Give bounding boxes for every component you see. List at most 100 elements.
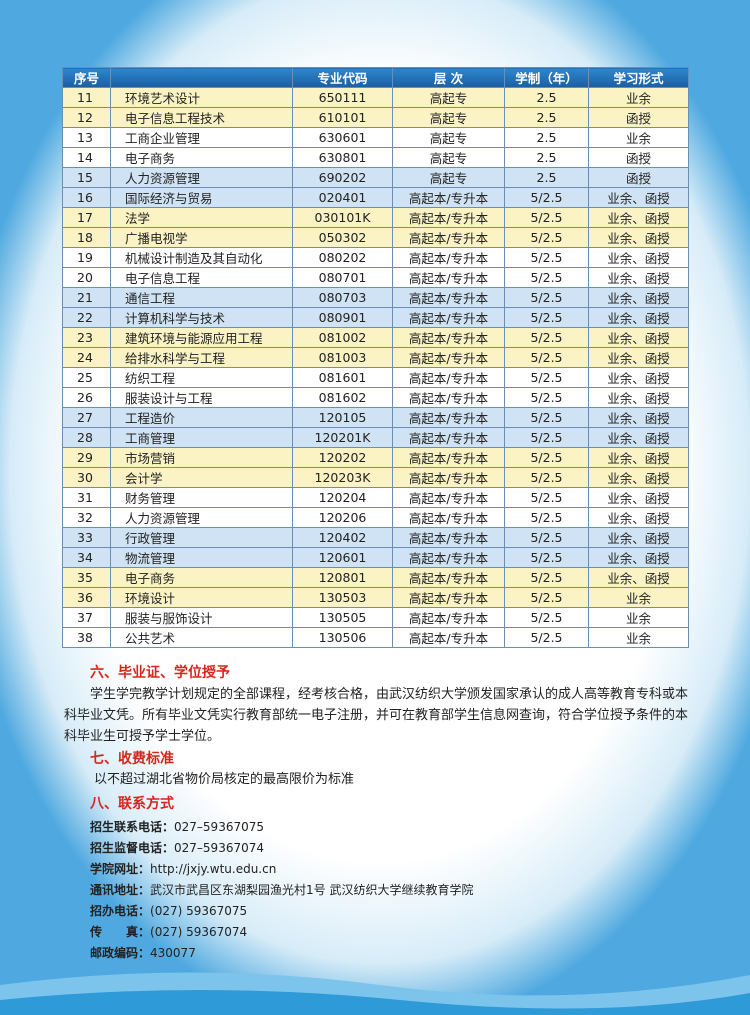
table-cell: 35 xyxy=(62,567,111,588)
table-cell: 工程造价 xyxy=(110,407,293,428)
table-cell: 5/2.5 xyxy=(504,407,589,428)
table-cell: 高起专 xyxy=(392,107,505,128)
table-cell: 5/2.5 xyxy=(504,327,589,348)
table-cell: 高起本/专升本 xyxy=(392,467,505,488)
table-cell: 24 xyxy=(62,347,111,368)
table-cell: 27 xyxy=(62,407,111,428)
table-row: 11 环境艺术设计 650111 高起专 2.5 业余 xyxy=(62,87,689,108)
table-cell: 20 xyxy=(62,267,111,288)
table-cell: 高起专 xyxy=(392,147,505,168)
table-cell: 080701 xyxy=(292,267,393,288)
table-cell: 5/2.5 xyxy=(504,607,589,628)
table-cell: 2.5 xyxy=(504,87,589,108)
table-cell: 080901 xyxy=(292,307,393,328)
table-row: 13 工商企业管理 630601 高起专 2.5 业余 xyxy=(62,127,689,148)
table-cell: 5/2.5 xyxy=(504,247,589,268)
table-cell: 5/2.5 xyxy=(504,427,589,448)
table-cell: 纺织工程 xyxy=(110,367,293,388)
header-cell: 序号 xyxy=(62,67,111,88)
table-cell: 081002 xyxy=(292,327,393,348)
header-cell: 专业代码 xyxy=(292,67,393,88)
table-row: 34 物流管理 120601 高起本/专升本 5/2.5 业余、函授 xyxy=(62,547,689,568)
table-cell: 高起专 xyxy=(392,127,505,148)
header-cell: 层 次 xyxy=(392,67,505,88)
table-cell: 高起本/专升本 xyxy=(392,447,505,468)
table-cell: 26 xyxy=(62,387,111,408)
table-cell: 5/2.5 xyxy=(504,507,589,528)
table-row: 12 电子信息工程技术 610101 高起专 2.5 函授 xyxy=(62,107,689,128)
contact-line: 通讯地址：武汉市武昌区东湖梨园渔光村1号 武汉纺织大学继续教育学院 xyxy=(90,881,473,898)
table-row: 35 电子商务 120801 高起本/专升本 5/2.5 业余、函授 xyxy=(62,567,689,588)
table-cell: 5/2.5 xyxy=(504,227,589,248)
section-title: 七、收费标准 xyxy=(90,751,174,767)
table-cell: 环境艺术设计 xyxy=(110,87,293,108)
table-cell: 法学 xyxy=(110,207,293,228)
table-cell: 业余 xyxy=(588,627,689,648)
table-cell: 15 xyxy=(62,167,111,188)
table-cell: 120206 xyxy=(292,507,393,528)
table-cell: 业余、函授 xyxy=(588,227,689,248)
table-cell: 人力资源管理 xyxy=(110,507,293,528)
table-row: 21 通信工程 080703 高起本/专升本 5/2.5 业余、函授 xyxy=(62,287,689,308)
table-cell: 工商管理 xyxy=(110,427,293,448)
table-cell: 5/2.5 xyxy=(504,307,589,328)
table-cell: 业余、函授 xyxy=(588,467,689,488)
table-cell: 业余、函授 xyxy=(588,367,689,388)
table-cell: 广播电视学 xyxy=(110,227,293,248)
table-cell: 130503 xyxy=(292,587,393,608)
table-cell: 5/2.5 xyxy=(504,367,589,388)
table-cell: 2.5 xyxy=(504,147,589,168)
table-cell: 5/2.5 xyxy=(504,527,589,548)
table-cell: 高起本/专升本 xyxy=(392,487,505,508)
table-cell: 2.5 xyxy=(504,127,589,148)
table-cell: 业余、函授 xyxy=(588,287,689,308)
table-cell: 130505 xyxy=(292,607,393,628)
contact-label: 招办电话： xyxy=(90,904,151,918)
table-cell: 高起本/专升本 xyxy=(392,567,505,588)
contact-label: 招生联系电话： xyxy=(90,820,175,834)
table-cell: 630601 xyxy=(292,127,393,148)
table-cell: 业余、函授 xyxy=(588,387,689,408)
table-row: 37 服装与服饰设计 130505 高起本/专升本 5/2.5 业余 xyxy=(62,607,689,628)
table-cell: 业余、函授 xyxy=(588,527,689,548)
table-cell: 电子商务 xyxy=(110,147,293,168)
contact-line: 邮政编码：430077 xyxy=(90,944,196,961)
majors-table: 序号 专业代码层 次学制（年） 学习形式 11 环境艺术设计 650111 高起专 2.5 业余… xyxy=(62,67,689,648)
table-cell: 690202 xyxy=(292,167,393,188)
table-cell: 120105 xyxy=(292,407,393,428)
table-cell: 函授 xyxy=(588,107,689,128)
table-cell: 14 xyxy=(62,147,111,168)
table-cell: 18 xyxy=(62,227,111,248)
contact-label: 邮政编码： xyxy=(90,946,151,960)
contact-value: http://jxjy.wtu.edu.cn xyxy=(150,862,277,876)
contact-value: 027–59367074 xyxy=(174,841,264,855)
paragraph: 以不超过湖北省物价局核定的最高限价为标准 xyxy=(94,772,355,787)
table-row: 14 电子商务 630801 高起专 2.5 函授 xyxy=(62,147,689,168)
table-cell: 业余 xyxy=(588,607,689,628)
table-cell: 19 xyxy=(62,247,111,268)
table-cell: 5/2.5 xyxy=(504,587,589,608)
table-cell: 5/2.5 xyxy=(504,187,589,208)
table-cell: 给排水科学与工程 xyxy=(110,347,293,368)
table-cell: 高起本/专升本 xyxy=(392,227,505,248)
table-cell: 工商企业管理 xyxy=(110,127,293,148)
table-cell: 服装与服饰设计 xyxy=(110,607,293,628)
table-cell: 12 xyxy=(62,107,111,128)
table-cell: 高起本/专升本 xyxy=(392,327,505,348)
contact-line: 招生联系电话：027–59367075 xyxy=(90,818,264,835)
table-header: 序号 专业代码层 次学制（年） 学习形式 xyxy=(62,67,689,88)
table-cell: 业余、函授 xyxy=(588,247,689,268)
table-row: 24 给排水科学与工程 081003 高起本/专升本 5/2.5 业余、函授 xyxy=(62,347,689,368)
table-cell: 120601 xyxy=(292,547,393,568)
table-cell: 630801 xyxy=(292,147,393,168)
table-cell: 高起本/专升本 xyxy=(392,627,505,648)
contact-value: 武汉市武昌区东湖梨园渔光村1号 武汉纺织大学继续教育学院 xyxy=(150,883,474,897)
table-cell: 业余、函授 xyxy=(588,207,689,228)
table-cell: 计算机科学与技术 xyxy=(110,307,293,328)
table-cell: 国际经济与贸易 xyxy=(110,187,293,208)
table-cell: 高起本/专升本 xyxy=(392,367,505,388)
table-row: 36 环境设计 130503 高起本/专升本 5/2.5 业余 xyxy=(62,587,689,608)
table-cell: 13 xyxy=(62,127,111,148)
table-cell: 业余、函授 xyxy=(588,267,689,288)
